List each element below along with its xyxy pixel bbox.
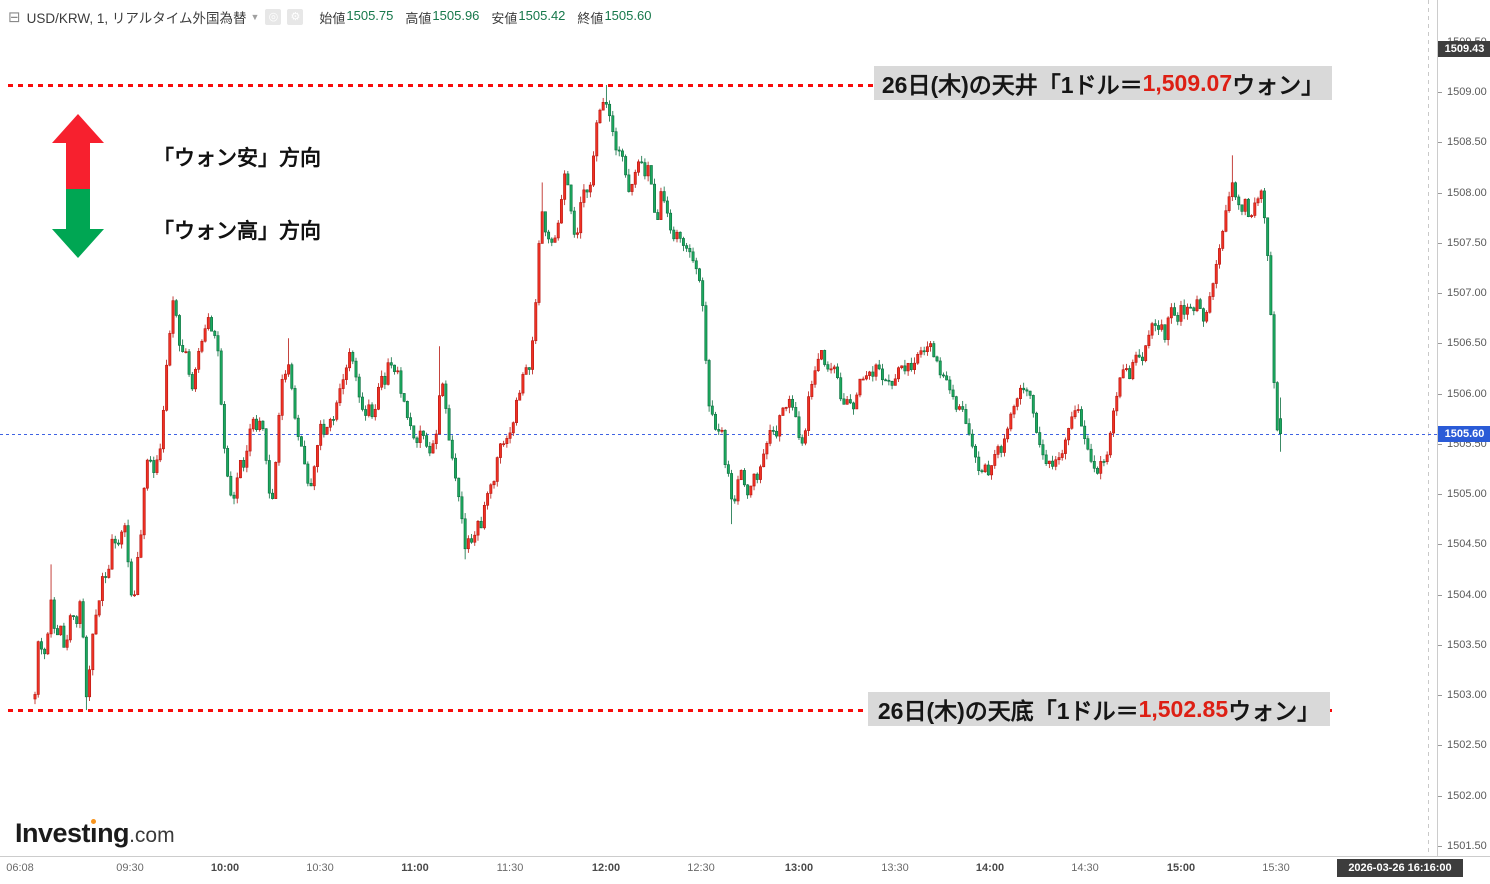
annotation-top-suffix: ウォン」 (1232, 72, 1325, 98)
price-axis-label: 1503.50 (1447, 638, 1487, 651)
price-tick (1438, 695, 1442, 696)
logo-orange-dot: ı (90, 818, 98, 848)
annotation-top-value: 1,509.07 (1142, 69, 1233, 96)
won-weak-label[interactable]: 「ウォン安」方向 (153, 147, 321, 170)
time-scale[interactable]: 2026-03-26 16:16:00 06:08 09:30 10:00 10:30… (0, 856, 1490, 880)
last-price-badge: 1505.60 (1438, 425, 1490, 442)
open-value: 1505.75 (346, 7, 394, 23)
high-price-badge: 1509.43 (1438, 40, 1490, 57)
high-value: 1505.96 (432, 7, 480, 23)
annotation-bottom-value: 1,502.85 (1138, 695, 1229, 722)
price-tick (1438, 795, 1442, 797)
session-high-line (8, 83, 1332, 87)
price-tick (1438, 192, 1442, 194)
price-tick (1438, 644, 1442, 646)
last-price-line (0, 433, 1437, 435)
price-axis-label: 1509.00 (1447, 86, 1487, 98)
collapse-icon[interactable]: ⊟ (8, 8, 21, 26)
time-axis-label: 14:30 (1071, 862, 1099, 874)
close-value: 1505.60 (604, 7, 652, 23)
time-axis-label: 06:08 (6, 862, 34, 874)
time-axis-label: 10:00 (210, 862, 240, 874)
price-axis-label: 1506.00 (1447, 387, 1487, 400)
price-scale[interactable]: 1509.43 1505.60 1509.501509.001508.50150… (1437, 0, 1490, 856)
time-axis-label: 11:00 (401, 862, 429, 874)
time-axis-label: 11:30 (496, 862, 524, 874)
chevron-down-icon[interactable]: ▼ (250, 12, 260, 22)
price-tick (1438, 443, 1442, 445)
annotation-bottom-suffix: ウォン」 (1228, 698, 1321, 724)
down-arrow-icon (52, 189, 104, 258)
time-axis-label: 13:00 (784, 862, 814, 874)
annotation-top-prefix: 26日(木)の天井「1ドル＝ (881, 72, 1143, 98)
time-axis-label: 15:00 (1166, 862, 1196, 874)
time-axis-label: 12:30 (687, 862, 715, 874)
low-value: 1505.42 (518, 7, 566, 23)
low-label: 安値 (491, 10, 518, 26)
high-label: 高値 (405, 10, 432, 26)
price-axis-label: 1506.50 (1447, 337, 1487, 350)
time-axis-label: 14:00 (975, 862, 1005, 874)
time-axis-label: 09:30 (116, 862, 144, 874)
time-axis-label: 15:30 (1262, 862, 1290, 874)
price-axis-label: 1501.50 (1447, 839, 1487, 852)
price-axis-label: 1502.00 (1447, 789, 1487, 802)
time-axis-label: 13:30 (881, 862, 909, 874)
price-tick (1438, 242, 1442, 244)
price-axis-label: 1508.00 (1447, 186, 1487, 199)
datetime-badge: 2026-03-26 16:16:00 (1337, 859, 1463, 877)
price-tick (1438, 494, 1442, 495)
price-tick (1438, 92, 1442, 93)
price-axis-label: 1508.50 (1447, 136, 1487, 149)
annotation-bottom[interactable]: 26日(木)の天底「1ドル＝ 1,502.85 ウォン」 (868, 692, 1330, 726)
price-tick (1438, 745, 1442, 747)
price-axis-label: 1504.50 (1447, 538, 1487, 551)
price-tick (1438, 845, 1442, 847)
price-tick (1438, 293, 1442, 294)
up-arrow-icon (52, 114, 104, 189)
ohlc-readout: 始値 1505.75 高値 1505.96 安値 1505.42 終値 1505.60 (319, 8, 651, 27)
investing-logo[interactable]: Investıng.com (15, 818, 175, 848)
time-axis-label: 12:00 (591, 862, 621, 874)
price-axis-label: 1504.00 (1447, 588, 1487, 601)
open-label: 始値 (319, 10, 346, 26)
symbol-title: USD/KRW, 1, リアルタイム外国為替 (26, 11, 247, 26)
direction-arrows[interactable] (50, 112, 108, 262)
price-axis-label: 1507.00 (1447, 287, 1487, 299)
won-strong-label[interactable]: 「ウォン高」方向 (153, 220, 321, 243)
price-tick (1438, 393, 1442, 395)
close-label: 終値 (577, 10, 604, 26)
price-axis-label: 1507.50 (1447, 236, 1487, 249)
price-axis-label: 1505.00 (1447, 488, 1487, 500)
time-axis-label: 10:30 (306, 862, 334, 874)
crosshair-vline (1428, 0, 1429, 856)
session-low-line (8, 709, 1332, 713)
gear-icon[interactable]: ⚙ (287, 9, 304, 25)
annotation-top[interactable]: 26日(木)の天井「1ドル＝ 1,509.07 ウォン」 (874, 66, 1332, 100)
chart-header: ⊟ USD/KRW, 1, リアルタイム外国為替 ▼ ◎ ⚙ 始値 1505.75… (8, 6, 651, 28)
price-tick (1438, 544, 1442, 546)
price-tick (1438, 343, 1442, 345)
price-tick (1438, 142, 1442, 144)
annotation-bottom-prefix: 26日(木)の天底「1ドル＝ (877, 698, 1139, 724)
target-icon[interactable]: ◎ (265, 9, 282, 25)
price-axis-label: 1503.00 (1447, 689, 1487, 701)
logo-text: Investıng (15, 818, 130, 848)
price-axis-label: 1502.50 (1447, 739, 1487, 752)
price-tick (1438, 594, 1442, 596)
